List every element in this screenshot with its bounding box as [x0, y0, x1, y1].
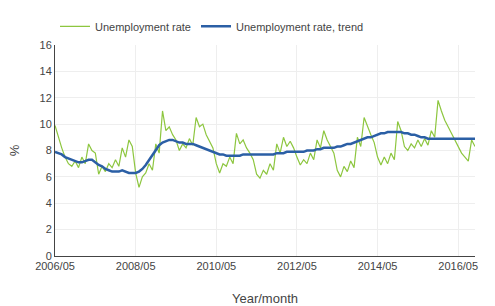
svg-text:Year/month: Year/month — [232, 291, 298, 306]
svg-text:2012/05: 2012/05 — [277, 260, 317, 272]
svg-text:2006/05: 2006/05 — [35, 260, 75, 272]
svg-text:6: 6 — [46, 171, 52, 183]
svg-text:2014/05: 2014/05 — [358, 260, 398, 272]
svg-text:10: 10 — [40, 118, 52, 130]
svg-text:2008/05: 2008/05 — [116, 260, 156, 272]
svg-text:8: 8 — [46, 144, 52, 156]
svg-text:Unemployment rate: Unemployment rate — [95, 21, 191, 33]
svg-text:12: 12 — [40, 92, 52, 104]
svg-text:Unemployment rate, trend: Unemployment rate, trend — [236, 21, 363, 33]
svg-text:2: 2 — [46, 223, 52, 235]
svg-text:4: 4 — [46, 197, 52, 209]
svg-text:%: % — [7, 144, 22, 156]
svg-text:14: 14 — [40, 65, 52, 77]
svg-text:2016/05: 2016/05 — [438, 260, 478, 272]
svg-text:16: 16 — [40, 39, 52, 51]
svg-text:0: 0 — [46, 250, 52, 262]
svg-text:2010/05: 2010/05 — [196, 260, 236, 272]
